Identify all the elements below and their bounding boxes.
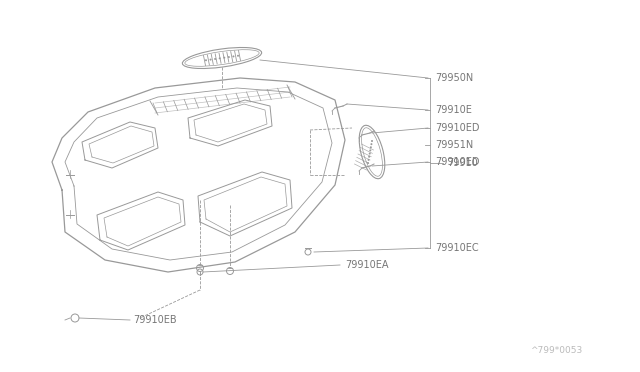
- Text: 79910EC: 79910EC: [435, 243, 479, 253]
- Circle shape: [232, 55, 234, 57]
- Text: 79910EB: 79910EB: [133, 315, 177, 325]
- Circle shape: [219, 57, 221, 59]
- Text: 79950N: 79950N: [435, 73, 473, 83]
- Circle shape: [205, 59, 207, 61]
- Text: 79910E: 79910E: [435, 105, 472, 115]
- Text: 79910EA: 79910EA: [345, 260, 388, 270]
- Circle shape: [237, 55, 239, 57]
- Circle shape: [367, 159, 369, 161]
- Text: 79910ED: 79910ED: [435, 157, 479, 167]
- Circle shape: [369, 150, 371, 151]
- Circle shape: [214, 58, 216, 60]
- Circle shape: [371, 140, 373, 142]
- Circle shape: [371, 143, 372, 145]
- Circle shape: [223, 57, 225, 59]
- Circle shape: [370, 146, 372, 148]
- Text: 79951N: 79951N: [435, 140, 473, 150]
- Circle shape: [228, 56, 230, 58]
- Text: ^799*0053: ^799*0053: [530, 346, 582, 355]
- Circle shape: [369, 153, 371, 155]
- Circle shape: [209, 59, 212, 61]
- Circle shape: [367, 162, 369, 164]
- Text: 79910ED: 79910ED: [435, 123, 479, 133]
- Circle shape: [368, 156, 370, 158]
- Text: 79910: 79910: [447, 158, 477, 168]
